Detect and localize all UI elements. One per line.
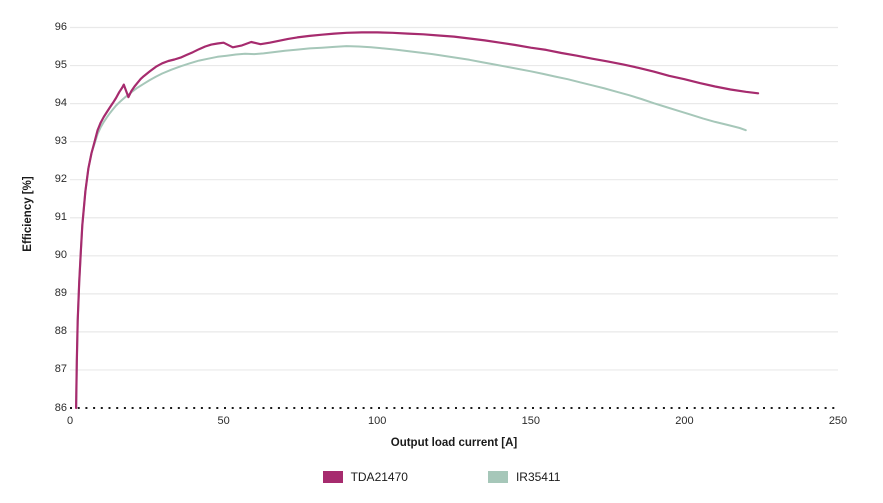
tda21470-color-swatch [322, 471, 343, 483]
legend-item-ir35411: IR35411 [487, 470, 561, 484]
y-tick-label-92: 92 [54, 173, 67, 186]
y-tick-label-90: 90 [54, 249, 67, 262]
y-tick-label-95: 95 [54, 59, 67, 72]
y-tick-label-89: 89 [54, 287, 67, 300]
y-axis-title: Efficiency [%] [22, 176, 34, 252]
x-tick-label-50: 50 [217, 415, 230, 427]
legend-item-tda21470: TDA21470 [322, 470, 408, 484]
y-tick-label-94: 94 [54, 97, 67, 110]
x-tick-label-150: 150 [521, 415, 540, 427]
y-tick-label-87: 87 [54, 363, 67, 376]
x-tick-label-250: 250 [828, 415, 848, 427]
x-tick-label-0: 0 [66, 415, 74, 427]
legend: TDA21470 IR35411 [0, 470, 883, 484]
x-axis-title: Output load current [A] [390, 437, 518, 449]
y-tick-label-88: 88 [54, 325, 67, 338]
legend-label-ir35411: IR35411 [515, 470, 561, 484]
y-tick-label-93: 93 [54, 135, 67, 148]
x-tick-label-200: 200 [675, 415, 694, 427]
y-tick-label-86: 86 [54, 401, 67, 414]
legend-label-tda21470: TDA21470 [350, 470, 408, 484]
series-line-ir35411 [75, 45, 747, 409]
y-tick-label-91: 91 [54, 211, 67, 224]
x-tick-label-100: 100 [368, 415, 387, 427]
series-line-tda21470 [74, 31, 760, 410]
ir35411-color-swatch [487, 471, 508, 483]
y-tick-label-96: 96 [54, 21, 67, 33]
